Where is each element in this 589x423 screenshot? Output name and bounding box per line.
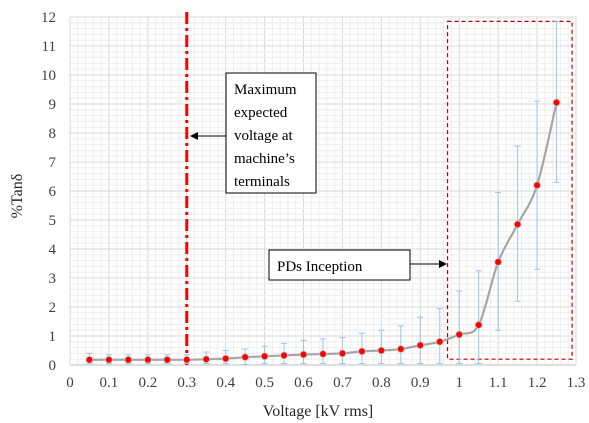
data-point [202,355,211,364]
x-tick-label: 1.1 [489,375,508,391]
y-tick-label: 7 [49,155,57,171]
max-voltage-callout [225,72,317,194]
data-point [280,351,288,360]
y-tick-label: 3 [49,271,57,287]
data-point [241,353,249,361]
max-voltage-callout-text: machine’s [234,151,295,167]
x-tick-label: 0.8 [372,375,391,391]
data-point [299,350,308,359]
y-tick-label: 5 [49,213,57,229]
data-point [144,355,152,364]
pd-inception-callout-text: PDs Inception [277,259,363,275]
y-tick-label: 0 [49,358,57,374]
data-point [358,347,366,356]
x-tick-label: 0.2 [138,375,157,391]
max-voltage-callout-text: Maximum [234,82,297,98]
x-tick-label: 1.3 [567,375,586,391]
y-tick-label: 1 [49,329,57,345]
max-voltage-callout-text: voltage at [234,128,294,144]
data-point [533,181,541,190]
data-point [105,355,113,364]
annotations: Maximum expected voltage at machine’s termin… [190,72,447,281]
y-tick-label: 6 [49,184,57,200]
data-point [494,258,502,266]
y-tick-label: 8 [49,126,57,142]
data-point [260,352,269,361]
data-point [435,337,444,346]
data-point [377,346,386,355]
y-axis-label: %Tanδ [9,174,26,219]
x-tick-label: 0.9 [411,375,430,391]
data-point [338,349,347,358]
data-point [474,321,483,329]
data-point [397,345,405,353]
series-group [85,98,561,364]
pd-inception-callout [268,249,411,281]
y-tick-label: 2 [49,300,57,316]
data-point [455,330,464,339]
x-tick-label: 0.7 [333,375,352,391]
x-tick-label: 0.5 [255,375,274,391]
data-point [319,350,327,358]
data-point [85,355,94,364]
max-voltage-callout-text: expected [234,105,288,121]
data-point [552,98,561,107]
x-tick-label: 1.2 [528,375,547,391]
y-tick-label: 11 [42,39,56,55]
x-tick-label: 0 [66,375,74,391]
y-tick-label: 10 [41,68,56,84]
x-tick-label: 0.4 [216,375,235,391]
x-tick-label: 0.6 [294,375,313,391]
data-point [513,220,522,229]
inception-box [446,20,573,360]
x-axis-label: Voltage [kV rms] [263,403,374,420]
max-voltage-callout-text: terminals [234,174,290,190]
data-point [163,355,172,364]
data-point [221,354,230,363]
inception-box-group [446,20,573,360]
x-tick-label: 0.3 [177,375,196,391]
x-tick-label: 0.1 [100,375,119,391]
data-point [416,341,425,350]
y-tick-label: 9 [49,97,57,113]
x-tick-labels: 0 0.1 0.2 0.3 0.4 0.5 0.6 0.7 0.8 0.9 1 1.1 1.2 1.3 [66,375,585,391]
data-point [124,355,133,364]
axes [69,17,576,366]
grid [69,16,577,366]
y-tick-label: 12 [41,10,56,26]
data-point [182,355,191,364]
x-tick-label: 1 [455,375,463,391]
y-tick-label: 4 [49,242,57,258]
